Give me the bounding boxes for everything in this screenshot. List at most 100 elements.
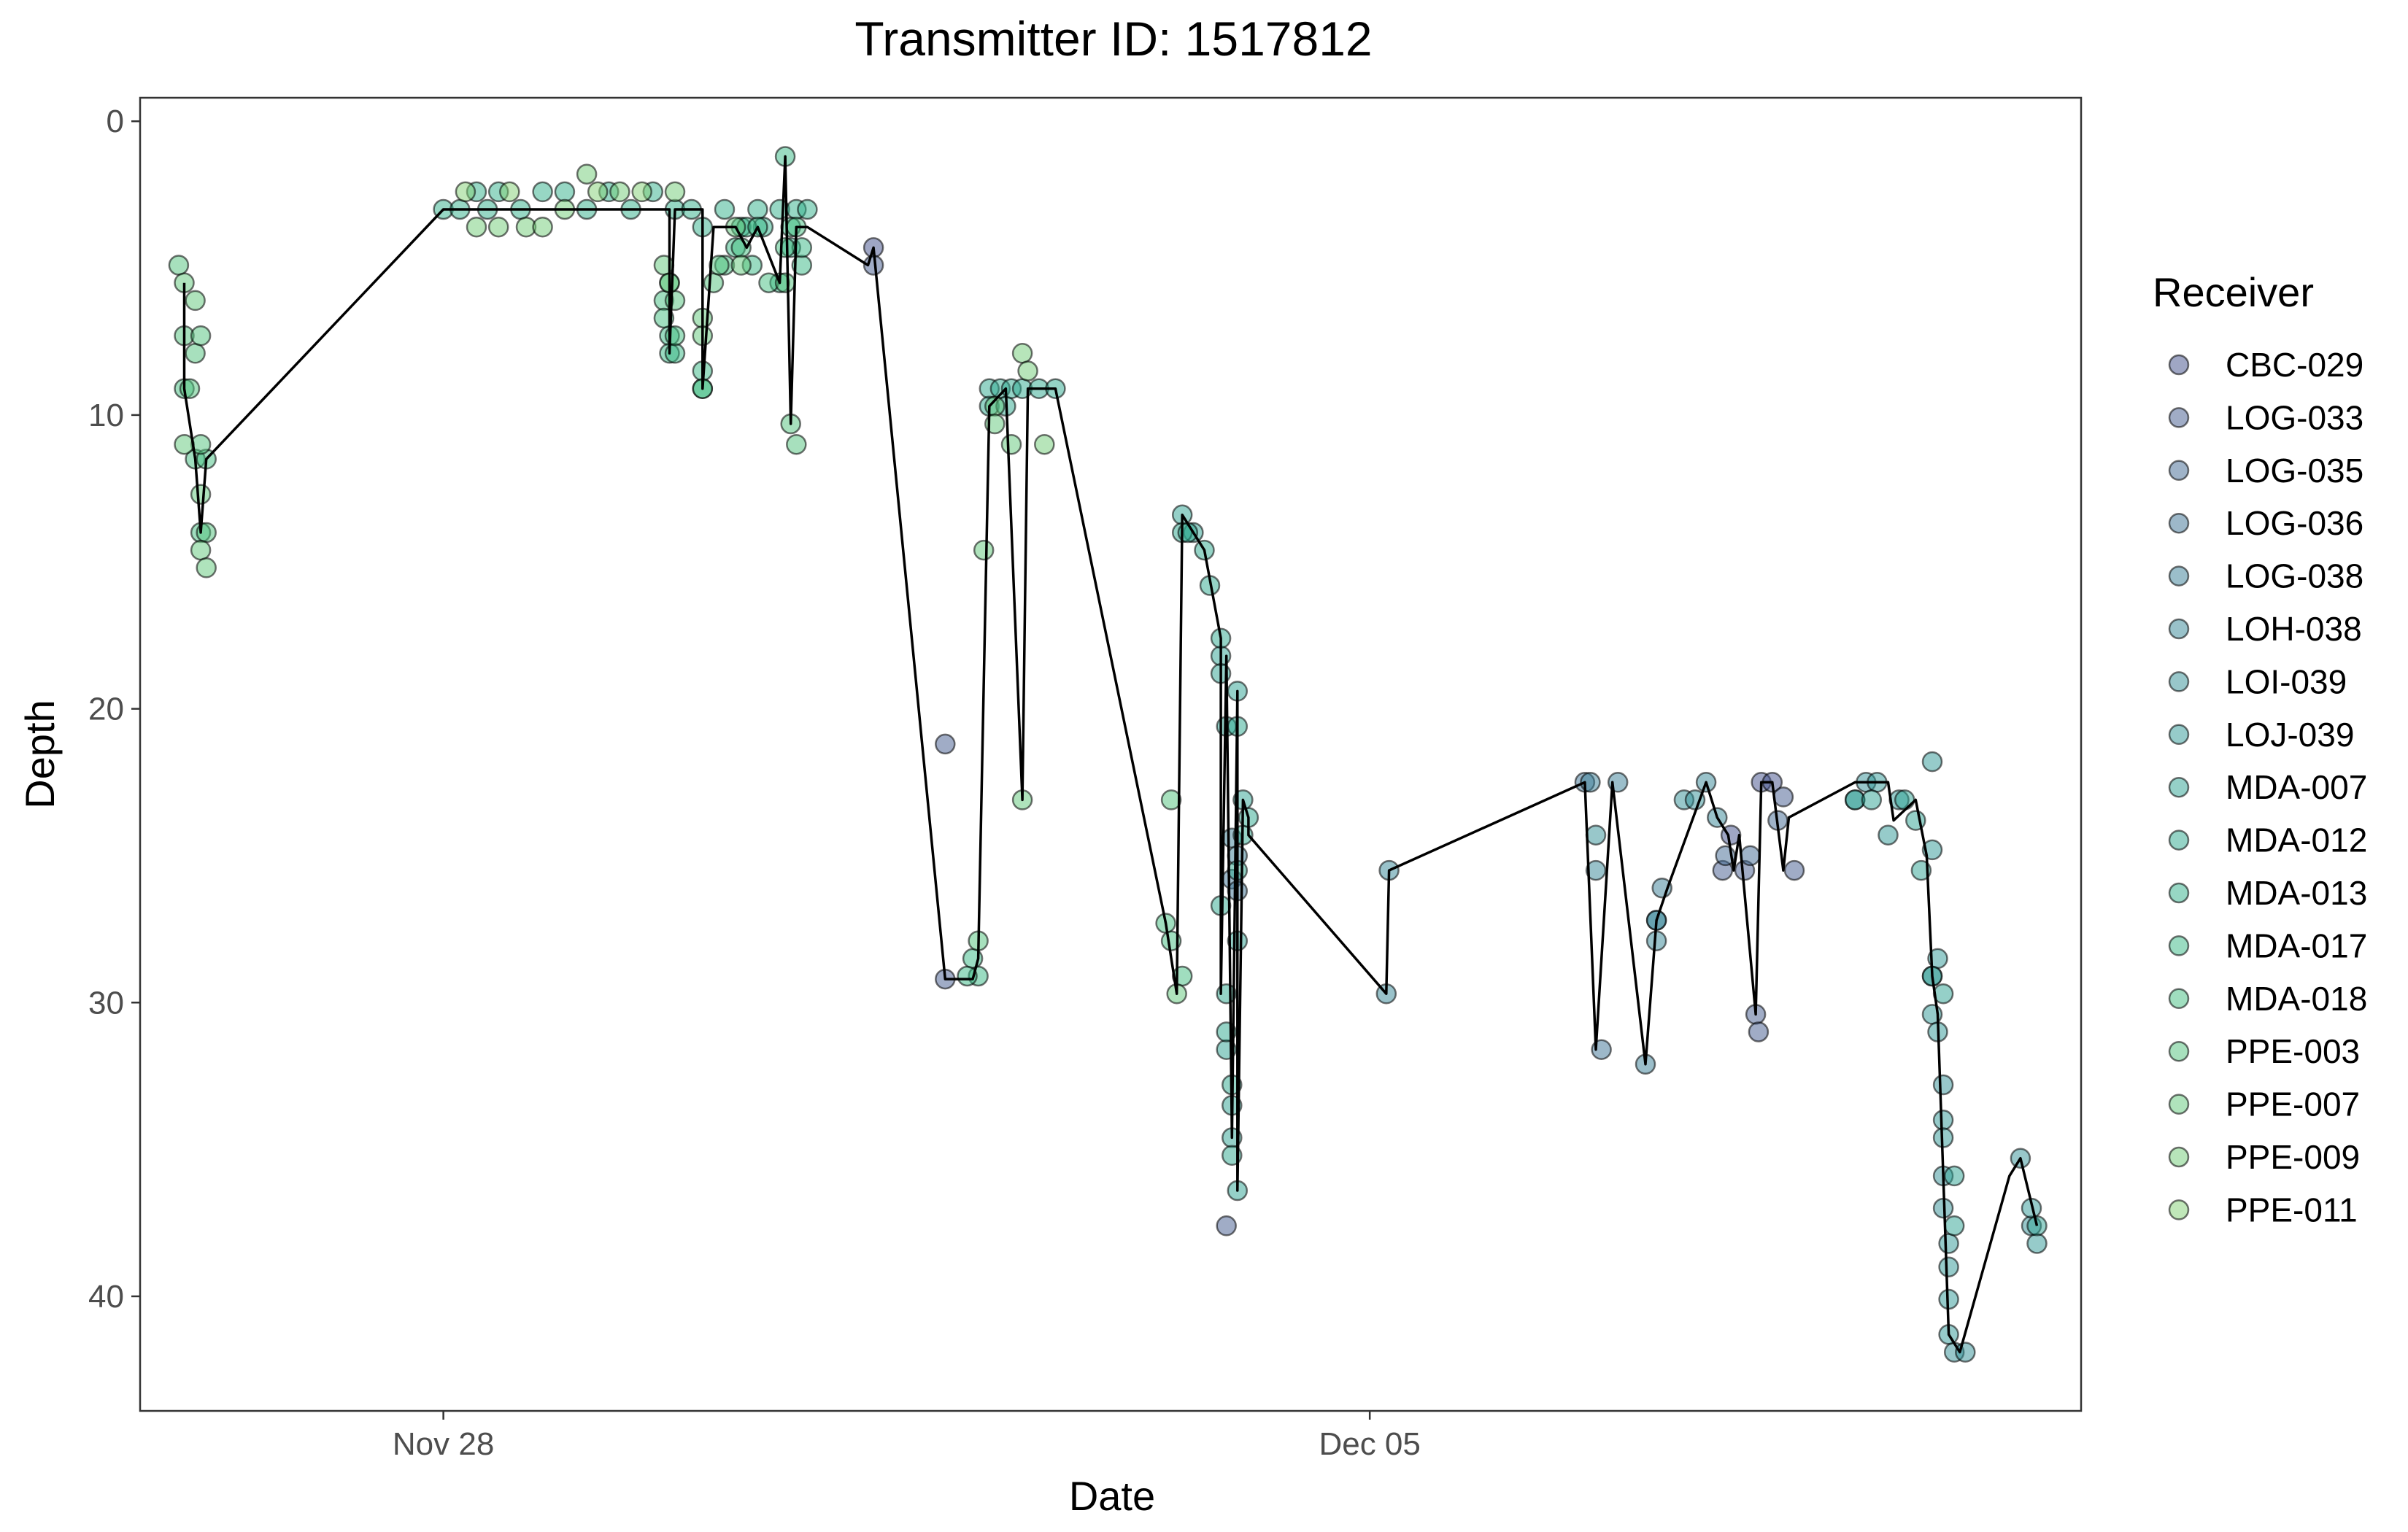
data-point [455,181,476,203]
legend-title: Receiver [2153,269,2314,315]
series-LOG-033 [863,255,1805,1237]
data-point [554,181,576,203]
legend-label: PPE-009 [2226,1138,2360,1176]
x-axis-label: Date [1069,1473,1155,1519]
data-point [168,255,190,276]
data-point [587,181,609,203]
legend-key [2168,988,2190,1010]
data-point [1894,789,1915,811]
legend-key [2168,882,2190,904]
data-point [730,255,752,276]
legend-label: MDA-007 [2226,768,2367,806]
legend-entry: LOG-035 [2168,452,2363,490]
y-tick-label: 20 [88,692,124,727]
x-tick-label: Dec 05 [1319,1426,1420,1462]
data-point [487,216,509,238]
data-point [747,198,768,220]
legend-label: LOI-039 [2226,662,2347,700]
plot-border [139,96,2083,1412]
legend-key [2168,407,2190,428]
data-point [466,216,487,238]
data-point [1861,789,1883,811]
data-point [631,181,652,203]
data-point [185,290,206,312]
legend-entry: LOH-038 [2168,610,2362,648]
y-tick-label: 40 [88,1279,124,1315]
legend-entry: LOI-039 [2168,662,2347,700]
legend-label: LOG-033 [2226,398,2363,436]
legend-label: MDA-013 [2226,874,2367,912]
legend-entry: MDA-013 [2168,874,2367,912]
data-point [1748,1021,1770,1042]
data-point [190,325,212,347]
data-point [1938,1233,1959,1254]
legend-label: MDA-017 [2226,926,2367,964]
data-point [1160,789,1182,811]
data-point [1943,1215,1965,1237]
data-point [1216,1215,1237,1237]
legend-entry: PPE-009 [2168,1138,2360,1176]
legend-entry: LOG-033 [2168,398,2363,436]
data-point [190,484,212,505]
data-point [2026,1233,2048,1254]
data-point [185,343,206,364]
legend-key [2168,935,2190,956]
data-point [1921,751,1943,773]
data-point [1740,845,1761,867]
data-point [774,237,796,258]
legend-key [2168,671,2190,692]
legend-key [2168,724,2190,746]
legend-key [2168,829,2190,851]
data-point [1011,343,1033,364]
legend-label: MDA-018 [2226,980,2367,1018]
data-point [935,733,956,755]
data-point [709,255,730,276]
data-point [1772,786,1794,808]
series-PPE-011 [455,181,652,203]
legend-entry: MDA-017 [2168,926,2367,964]
legend-entry: MDA-012 [2168,821,2367,859]
data-point [664,181,686,203]
legend-key [2168,618,2190,640]
legend-entry: LOG-038 [2168,557,2363,595]
legend-label: LOG-035 [2226,452,2363,490]
legend-key [2168,1199,2190,1220]
legend-key [2168,1094,2190,1115]
y-axis: 0 10 20 30 40 [88,104,140,1315]
data-point [499,181,520,203]
data-point [1585,824,1607,846]
legend-key [2168,460,2190,481]
data-point [196,557,217,579]
series-PPE-009 [466,163,1055,455]
legend-entries: CBC-029 LOG-033 LOG-035 LOG-036 LOG-038 LOH-0… [2168,346,2367,1229]
data-point [190,539,212,561]
data-point [1878,824,1899,846]
y-axis-label: Depth [17,700,63,808]
legend-entry: PPE-011 [2168,1191,2358,1229]
plot-panel [140,98,2081,1411]
legend-entry: LOJ-039 [2168,716,2354,754]
data-point [1932,1074,1954,1096]
data-point [703,272,725,293]
data-point [1585,859,1607,881]
legend-entry: MDA-018 [2168,980,2367,1018]
data-point [714,198,736,220]
legend-label: MDA-012 [2226,821,2367,859]
legend-entry: PPE-007 [2168,1086,2360,1123]
data-point [1943,1165,1965,1187]
y-tick-label: 30 [88,985,124,1021]
data-point [1000,433,1022,455]
data-point [609,181,630,203]
data-point [1034,433,1055,455]
x-tick-label: Nov 28 [393,1426,494,1462]
data-point [1783,859,1805,881]
data-point [1932,1110,1954,1131]
legend-label: CBC-029 [2226,346,2363,384]
data-point [957,965,978,987]
data-point [1017,360,1038,382]
legend-entry: CBC-029 [2168,346,2363,384]
legend: Receiver CBC-029 LOG-033 LOG-035 LOG-036 LOG… [2153,269,2367,1229]
data-point [532,216,553,238]
legend-label: LOJ-039 [2226,716,2354,754]
